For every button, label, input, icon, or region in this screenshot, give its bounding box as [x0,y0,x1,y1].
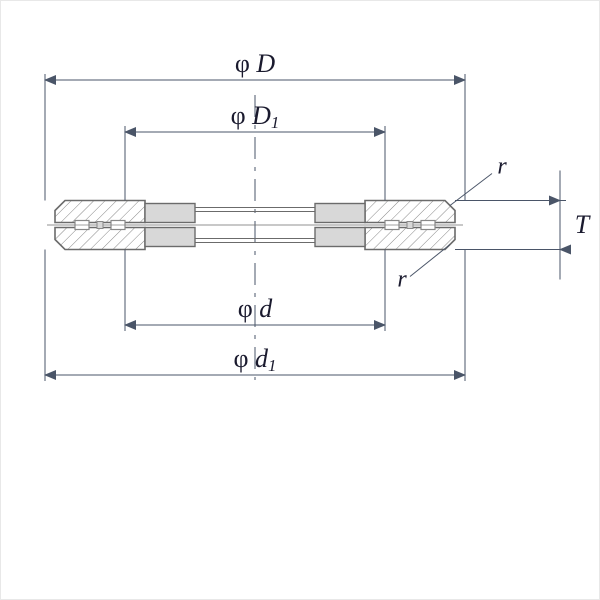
label-D: φ D [235,49,276,78]
label-r-bot: r [397,267,407,293]
label-T: T [575,210,591,239]
label-d1: φ d1 [234,344,277,375]
label-d: φ d [238,294,274,323]
bearing-diagram: φ D φ D1 φ d φ d1 Tr r [0,0,600,600]
label-D1: φ D1 [231,101,280,132]
label-r-top: r [497,154,507,180]
